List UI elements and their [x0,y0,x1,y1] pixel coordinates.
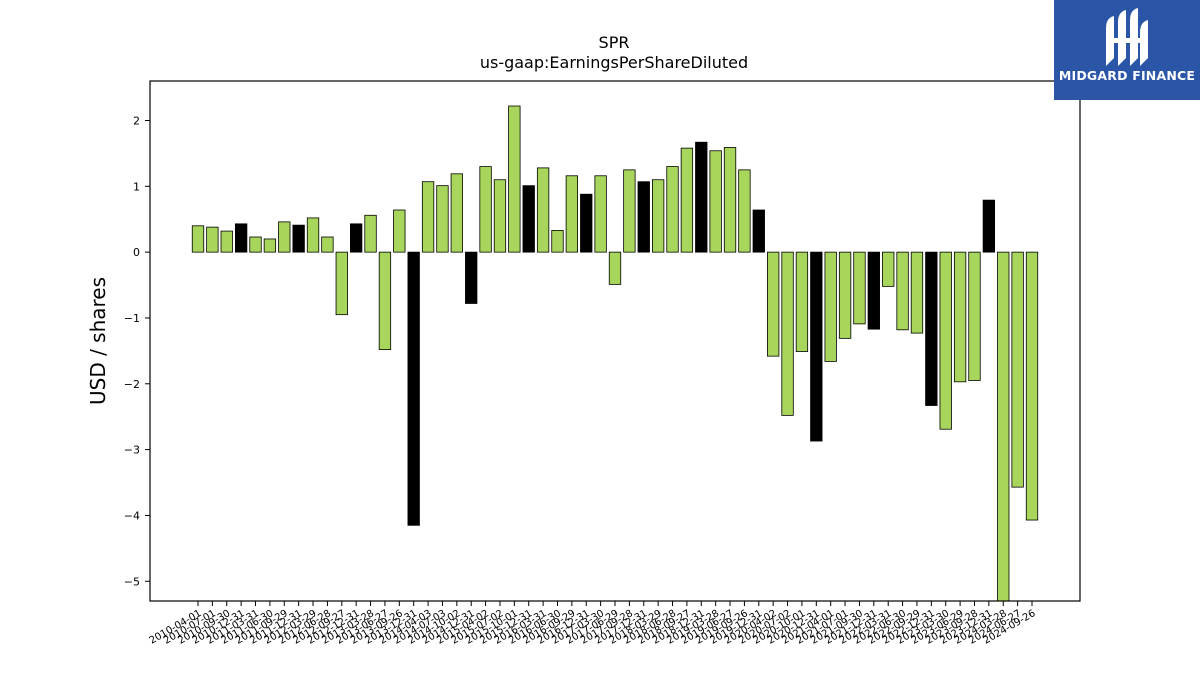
y-tick-label: −4 [124,509,140,522]
bar-2018-06-28 [666,166,679,253]
bar-2011-12-31 [292,224,305,253]
bar-2020-04-02 [767,251,780,357]
bar-2023-12-31 [982,199,996,253]
bar-2014-12-31 [465,251,478,304]
x-axis-ticks: 2010-04-012010-07-012010-09-302010-12-31… [148,601,1038,647]
plot-frame [149,80,1081,602]
bar-2013-06-27 [378,251,392,350]
brand-logo: MIDGARD FINANCE [1054,0,1200,100]
bar-2015-12-31 [522,185,535,253]
bar-2024-03-28 [997,251,1010,602]
bar-2012-03-29 [306,217,320,253]
bar-2024-06-27 [1011,251,1024,488]
bar-2021-07-01 [838,251,852,339]
bar-2013-12-31 [407,251,420,526]
bar-2020-12-31 [810,251,823,442]
bar-2017-09-28 [623,169,636,253]
bar-2010-07-01 [206,226,219,253]
bar-2016-03-31 [536,167,550,253]
y-tick-label: −3 [124,444,140,457]
bar-2017-12-31 [637,181,650,253]
bar-2013-09-26 [393,209,406,253]
bar-2021-12-31 [867,251,880,330]
y-axis-ticks: 2 1 0 −1 −2 −3 −4 −5 [124,114,150,588]
bar-2010-04-01 [191,225,205,253]
bar-2024-09-26 [1025,251,1039,521]
bar-2015-04-02 [479,166,492,253]
bar-2018-12-31 [695,141,708,253]
midgard-logo-icon [1106,8,1148,66]
bars-group [191,105,1039,602]
bar-2010-12-31 [234,223,248,253]
logo-text: MIDGARD FINANCE [1058,68,1196,83]
bar-2015-10-01 [508,105,521,253]
bar-2010-09-30 [220,230,233,253]
bar-2021-04-01 [824,251,837,362]
bar-2018-09-27 [680,147,694,253]
bar-2022-06-30 [896,251,909,331]
bar-2016-12-31 [580,193,593,253]
bar-2011-03-31 [249,236,262,253]
bar-2020-10-01 [795,251,809,352]
bar-2021-09-30 [853,251,866,325]
chart-subtitle: us-gaap:EarningsPerShareDiluted [480,53,748,72]
bar-2020-07-02 [781,251,794,416]
bar-2022-12-31 [925,251,938,406]
bar-2014-04-03 [421,181,435,253]
bar-2019-03-28 [709,150,722,253]
bar-2023-09-28 [968,251,981,381]
bar-2019-06-27 [723,147,737,253]
bar-2017-03-30 [594,175,607,253]
y-tick-label: 1 [133,180,140,193]
y-axis-label: USD / shares [86,277,110,405]
y-tick-label: 0 [133,246,140,259]
bar-2016-06-30 [551,230,564,253]
bar-2022-03-31 [882,251,895,287]
bar-2015-07-02 [493,179,507,253]
bar-2019-09-26 [738,169,751,253]
bar-2023-03-30 [939,251,952,430]
bar-2014-10-02 [450,173,463,253]
bar-2012-09-27 [335,251,348,316]
chart-title: SPR [599,33,630,52]
y-tick-label: −2 [124,378,140,391]
bar-2017-06-29 [608,251,622,285]
y-tick-label: −1 [124,312,140,325]
bar-2012-12-31 [350,223,363,253]
bar-2014-07-03 [436,185,449,253]
bar-2016-09-29 [565,175,579,253]
bar-2019-12-31 [752,209,765,253]
bar-2011-06-30 [263,238,277,253]
bar-2022-09-29 [910,251,924,334]
bar-2012-06-28 [321,236,334,253]
bar-2018-03-29 [651,179,665,253]
bar-2011-09-29 [278,221,291,253]
bar-2013-03-28 [364,214,377,253]
bar-2023-06-29 [953,251,967,383]
y-tick-label: −5 [124,575,140,588]
y-tick-label: 2 [133,114,140,127]
